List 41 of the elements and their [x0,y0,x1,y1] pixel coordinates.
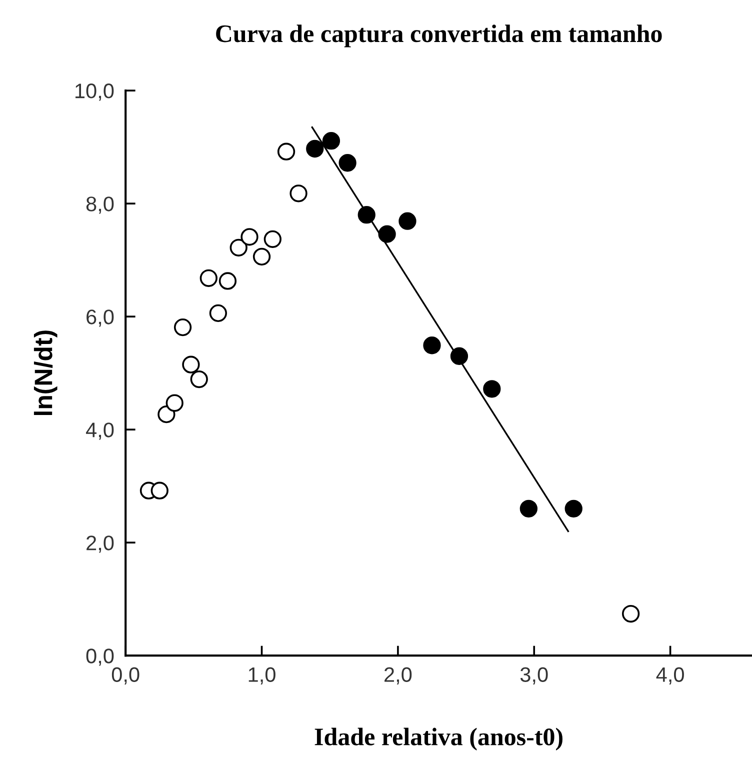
y-tick-label: 10,0 [76,84,114,101]
point [450,347,468,365]
point [378,225,396,243]
point [209,304,228,322]
point [166,394,184,412]
point [218,272,237,290]
y-tick-label: 6,0 [86,310,114,327]
y-axis-title: ln(N/dt) [34,330,58,416]
y-tick-label: 2,0 [86,536,114,553]
y-tick-label: 8,0 [86,196,114,214]
x-tick-label: 1,0 [248,667,276,684]
point [398,212,416,230]
point [622,604,640,623]
y-tick-label: 0,0 [86,648,114,666]
x-tick-label: 4,0 [656,667,684,684]
point [520,500,538,518]
point [483,380,501,398]
point [252,248,271,266]
point [240,228,258,246]
point [338,154,356,172]
x-tick-label: 3,0 [520,667,548,684]
y-tick-label: 4,0 [86,422,114,440]
point [174,318,192,336]
point [423,336,441,354]
point [564,500,582,518]
point [322,132,340,150]
point [306,140,324,158]
chart-title: Curva de captura convertida em tamanho [216,24,662,48]
point [264,230,282,248]
point [190,370,208,388]
point [277,142,296,160]
point [182,356,200,374]
point [150,482,168,500]
point [358,206,376,224]
point [230,238,248,256]
point [200,269,218,287]
x-axis-title: Idade relativa (anos-t0) [314,728,562,750]
x-tick-label: 2,0 [384,667,412,684]
x-tick-label: 0,0 [112,667,140,684]
point [158,405,176,424]
point [290,184,308,202]
